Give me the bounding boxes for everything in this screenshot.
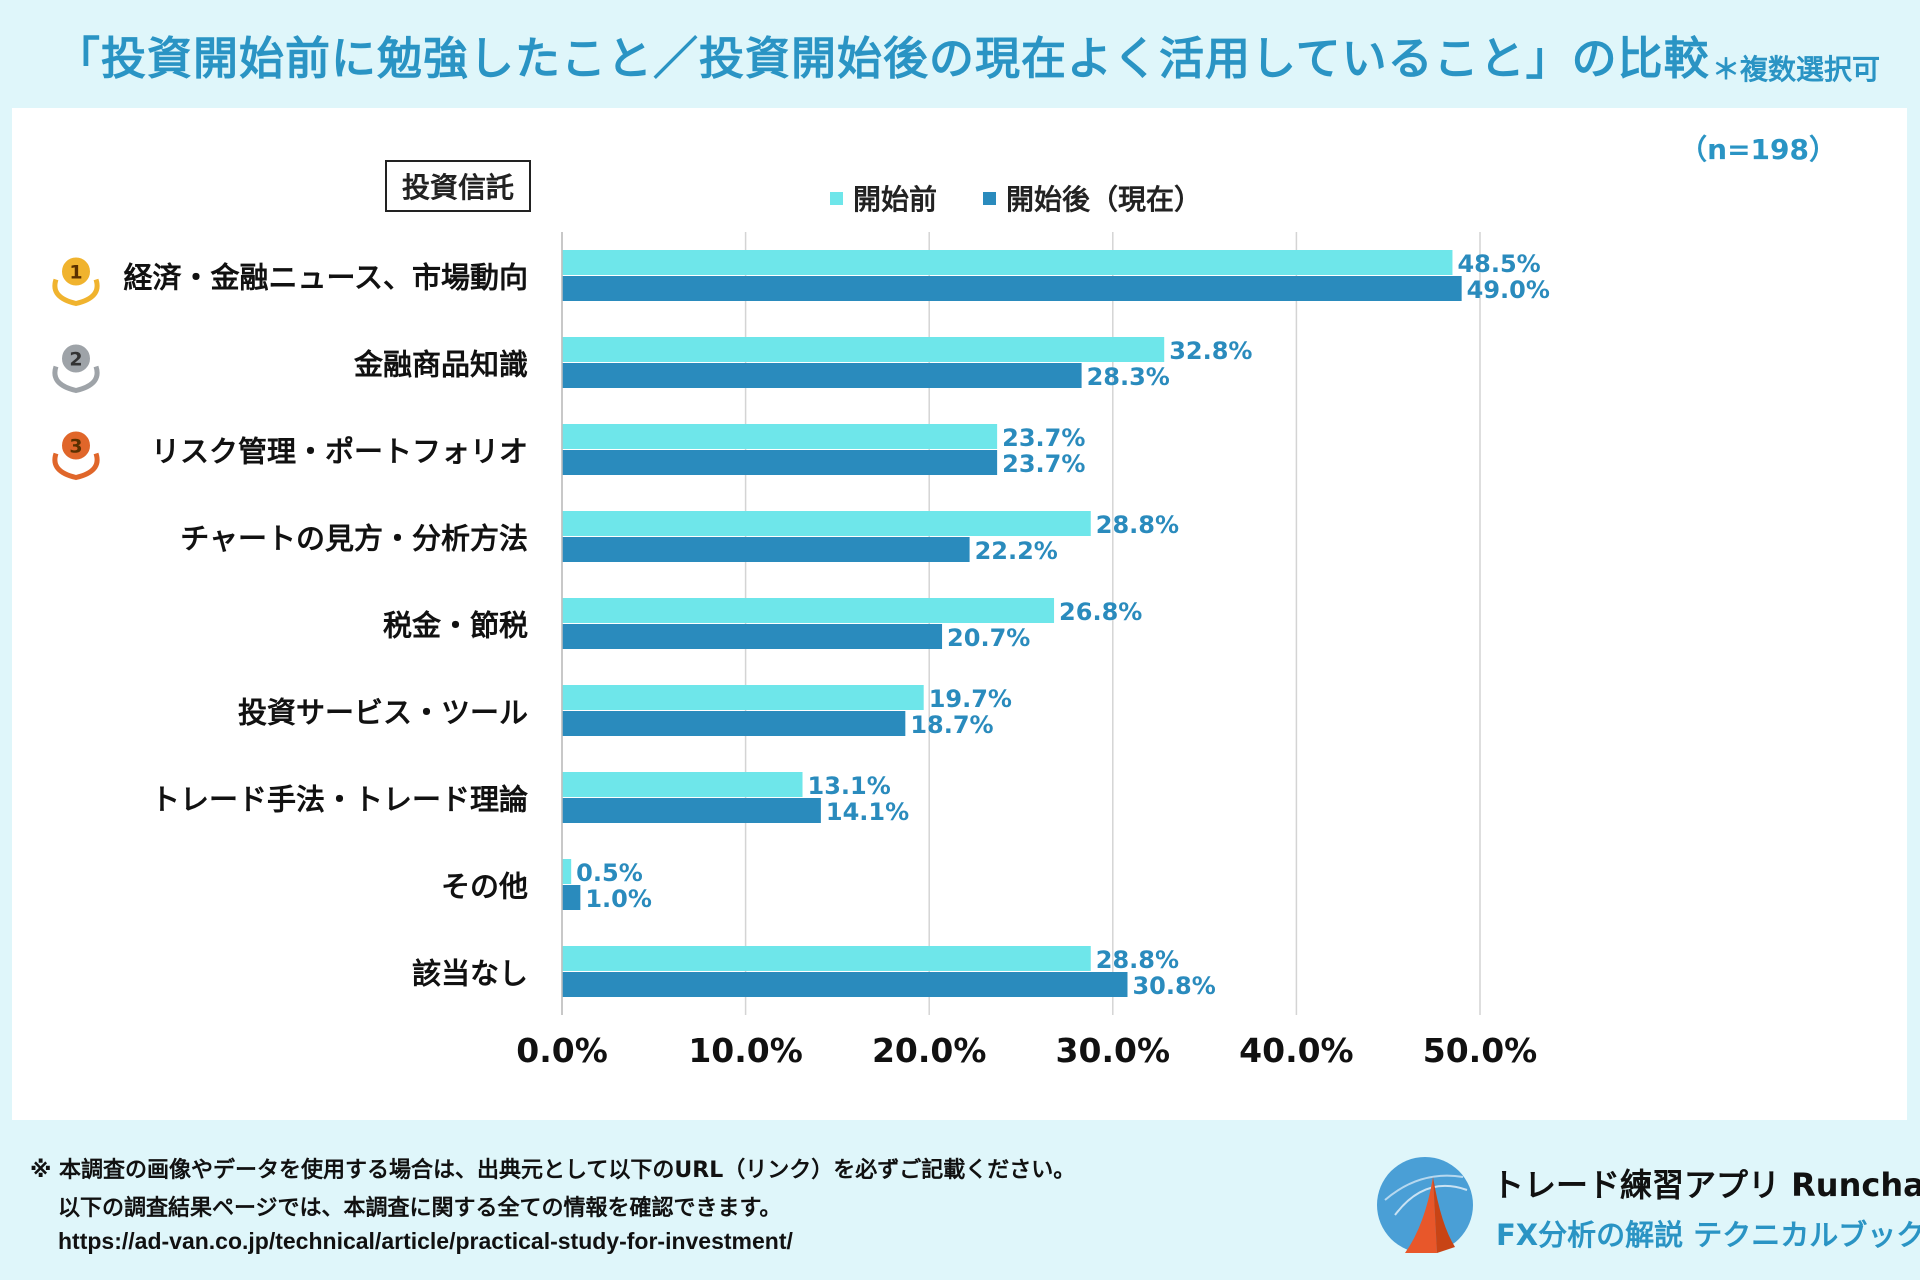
category-label: リスク管理・ポートフォリオ (151, 435, 528, 469)
value-label-before: 32.8% (1169, 337, 1252, 365)
rank-number: 1 (69, 262, 82, 284)
value-label-after: 30.8% (1132, 972, 1215, 1000)
value-label-before: 26.8% (1059, 598, 1142, 626)
category-label: 税金・節税 (383, 609, 528, 643)
bar-after (562, 537, 970, 562)
legend: 開始前 開始後（現在） (830, 178, 1202, 218)
laurel-icon (52, 452, 100, 481)
value-label-after: 20.7% (947, 624, 1030, 652)
bar-after (562, 972, 1128, 997)
category-label: 経済・金融ニュース、市場動向 (123, 261, 528, 295)
bar-before (562, 598, 1055, 623)
value-label-before: 28.8% (1096, 511, 1179, 539)
bar-after (562, 363, 1082, 388)
value-label-after: 1.0% (585, 885, 652, 913)
legend-swatch-after (983, 191, 997, 205)
value-label-after: 28.3% (1087, 363, 1170, 391)
value-label-before: 19.7% (929, 685, 1012, 713)
bar-after (562, 798, 821, 823)
bar-before (562, 859, 572, 884)
legend-label-after: 開始後（現在） (1006, 183, 1203, 216)
usage-note-line2: 以下の調査結果ページでは、本調査に関する全ての情報を確認できます。 (58, 1196, 782, 1221)
legend-item-after: 開始後（現在） (983, 178, 1202, 218)
value-label-after: 22.2% (975, 537, 1058, 565)
rank-medal-icon (60, 429, 92, 462)
value-label-after: 49.0% (1467, 276, 1550, 304)
bar-before (562, 337, 1165, 362)
value-label-after: 14.1% (826, 798, 909, 826)
x-tick-label: 30.0% (1056, 1031, 1171, 1070)
chart-title: 「投資開始前に勉強したこと／投資開始後の現在よく活用していること」の比較 (55, 32, 1710, 85)
sample-size: （n=198） (1679, 133, 1837, 166)
bar-after (562, 885, 581, 910)
category-label: 金融商品知識 (353, 348, 528, 382)
rank-number: 2 (69, 349, 82, 371)
category-label: 該当なし (412, 957, 528, 991)
x-tick-label: 0.0% (516, 1031, 608, 1070)
x-tick-label: 50.0% (1423, 1031, 1538, 1070)
runcha-logo-icon (1377, 1157, 1473, 1253)
bar-after (562, 711, 906, 736)
laurel-icon (52, 278, 100, 307)
legend-label-before: 開始前 (853, 183, 938, 216)
x-tick-label: 10.0% (688, 1031, 803, 1070)
category-label: チャートの見方・分析方法 (180, 522, 528, 556)
category-label: 投資サービス・ツール (238, 696, 528, 730)
bar-before (562, 685, 924, 710)
rank-medal-icon (60, 255, 92, 288)
value-label-after: 18.7% (910, 711, 993, 739)
legend-item-before: 開始前 (830, 178, 937, 218)
bar-before (562, 772, 803, 797)
x-tick-label: 40.0% (1239, 1031, 1354, 1070)
usage-note-line1: ※ 本調査の画像やデータを使用する場合は、出典元として以下のURL（リンク）を必… (30, 1158, 1076, 1183)
legend-swatch-before (830, 191, 843, 205)
category-label: 投資信託 (385, 160, 531, 212)
value-label-before: 23.7% (1002, 424, 1085, 452)
source-url[interactable]: https://ad-van.co.jp/technical/article/p… (58, 1228, 793, 1254)
bar-before (562, 250, 1453, 275)
rank-number: 3 (69, 436, 82, 458)
value-label-after: 23.7% (1002, 450, 1085, 478)
bar-after (562, 624, 943, 649)
bar-before (562, 424, 998, 449)
value-label-before: 28.8% (1096, 946, 1179, 974)
laurel-icon (52, 365, 100, 394)
usage-note: ※ 本調査の画像やデータを使用する場合は、出典元として以下のURL（リンク）を必… (30, 1152, 1075, 1228)
value-label-before: 0.5% (576, 859, 643, 887)
value-label-before: 48.5% (1457, 250, 1540, 278)
category-label: その他 (441, 870, 528, 904)
category-label: トレード手法・トレード理論 (151, 783, 528, 817)
rank-medal-icon (60, 342, 92, 375)
brand-name: トレード練習アプリ Runcha (1492, 1166, 1920, 1204)
bar-after (562, 450, 998, 475)
x-tick-label: 20.0% (872, 1031, 987, 1070)
bar-after (562, 276, 1462, 301)
bar-before (562, 946, 1091, 971)
value-label-before: 13.1% (808, 772, 891, 800)
brand-subtitle: FX分析の解説 テクニカルブック (1496, 1218, 1920, 1252)
multiple-choice-note: ＊複数選択可 (1711, 53, 1880, 86)
bar-before (562, 511, 1091, 536)
